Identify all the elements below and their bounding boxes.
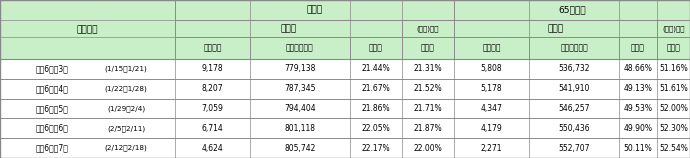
Text: 静岡県: 静岡県 (280, 24, 297, 33)
Text: 21.67%: 21.67% (362, 84, 391, 93)
Text: 5,178: 5,178 (481, 84, 502, 93)
Text: 令和6年第7週: 令和6年第7週 (36, 144, 69, 153)
Text: (参考)全国: (参考)全国 (662, 25, 684, 32)
Text: 21.52%: 21.52% (414, 84, 442, 93)
Text: 8,207: 8,207 (201, 84, 224, 93)
Text: 集計期間: 集計期間 (77, 25, 98, 34)
Text: 52.54%: 52.54% (659, 144, 688, 153)
Bar (657, 37, 690, 59)
Text: 49.13%: 49.13% (624, 84, 653, 93)
Text: 全年代: 全年代 (306, 6, 322, 15)
Text: 21.87%: 21.87% (414, 124, 442, 133)
Text: 794,404: 794,404 (284, 104, 316, 113)
Bar (175, 0, 454, 20)
Text: 50.11%: 50.11% (624, 144, 652, 153)
Text: 令和6年第3週: 令和6年第3週 (36, 64, 69, 73)
Text: (2/12～2/18): (2/12～2/18) (105, 145, 148, 151)
Text: 接種率: 接種率 (631, 43, 645, 52)
Bar (529, 37, 619, 59)
Text: 6,714: 6,714 (201, 124, 224, 133)
Bar (0, 0, 175, 59)
Text: 令和6年第4週: 令和6年第4週 (36, 84, 69, 93)
Text: 48.66%: 48.66% (624, 64, 653, 73)
Text: 552,707: 552,707 (558, 144, 590, 153)
Text: 49.90%: 49.90% (624, 124, 653, 133)
Text: (1/29～2/4): (1/29～2/4) (107, 105, 145, 112)
Bar (402, 20, 454, 37)
Text: 21.71%: 21.71% (414, 104, 442, 113)
Text: 65歳以上: 65歳以上 (558, 6, 586, 15)
Text: 49.53%: 49.53% (624, 104, 653, 113)
Text: 52.00%: 52.00% (659, 104, 688, 113)
Bar (402, 37, 454, 59)
Text: 接種率: 接種率 (667, 43, 680, 52)
Text: (2/5～2/11): (2/5～2/11) (107, 125, 145, 132)
Text: 2,271: 2,271 (481, 144, 502, 153)
Text: 541,910: 541,910 (558, 84, 590, 93)
Text: 22.17%: 22.17% (362, 144, 391, 153)
Text: 接種率: 接種率 (421, 43, 435, 52)
Text: 801,118: 801,118 (284, 124, 315, 133)
Text: 接種者数累計: 接種者数累計 (286, 43, 314, 52)
Bar (0, 118, 690, 138)
Text: 接種者数: 接種者数 (204, 43, 221, 52)
Bar (0, 138, 690, 158)
Text: 接種率: 接種率 (369, 43, 383, 52)
Bar (619, 37, 657, 59)
Text: 51.16%: 51.16% (659, 64, 688, 73)
Text: 4,624: 4,624 (201, 144, 224, 153)
Text: 51.61%: 51.61% (659, 84, 688, 93)
Text: 22.05%: 22.05% (362, 124, 391, 133)
Text: 令和6年第6週: 令和6年第6週 (36, 124, 69, 133)
Text: (1/15～1/21): (1/15～1/21) (105, 66, 148, 72)
Text: 779,138: 779,138 (284, 64, 316, 73)
Text: 静岡県: 静岡県 (547, 24, 564, 33)
Text: 令和6年第5週: 令和6年第5週 (36, 104, 69, 113)
Bar (657, 20, 690, 37)
Text: 805,742: 805,742 (284, 144, 316, 153)
Text: 550,436: 550,436 (558, 124, 590, 133)
Text: 536,732: 536,732 (558, 64, 590, 73)
Bar (350, 37, 402, 59)
Text: (参考)全国: (参考)全国 (417, 25, 440, 32)
Text: 5,808: 5,808 (481, 64, 502, 73)
Bar (454, 0, 690, 20)
Bar (0, 79, 690, 99)
Text: 52.30%: 52.30% (659, 124, 688, 133)
Text: 接種者数: 接種者数 (482, 43, 501, 52)
Text: 21.44%: 21.44% (362, 64, 391, 73)
Text: 7,059: 7,059 (201, 104, 224, 113)
Text: 546,257: 546,257 (558, 104, 590, 113)
Bar (0, 59, 690, 79)
Bar (250, 37, 350, 59)
Text: 接種者数累計: 接種者数累計 (560, 43, 588, 52)
Text: 21.86%: 21.86% (362, 104, 391, 113)
Bar (454, 20, 657, 37)
Text: 4,179: 4,179 (481, 124, 502, 133)
Bar (0, 99, 690, 118)
Text: 9,178: 9,178 (201, 64, 224, 73)
Text: (1/22～1/28): (1/22～1/28) (105, 85, 148, 92)
Bar (175, 20, 402, 37)
Bar (454, 37, 529, 59)
Text: 22.00%: 22.00% (413, 144, 442, 153)
Text: 787,345: 787,345 (284, 84, 316, 93)
Text: 21.31%: 21.31% (414, 64, 442, 73)
Text: 4,347: 4,347 (480, 104, 502, 113)
Bar (175, 37, 250, 59)
